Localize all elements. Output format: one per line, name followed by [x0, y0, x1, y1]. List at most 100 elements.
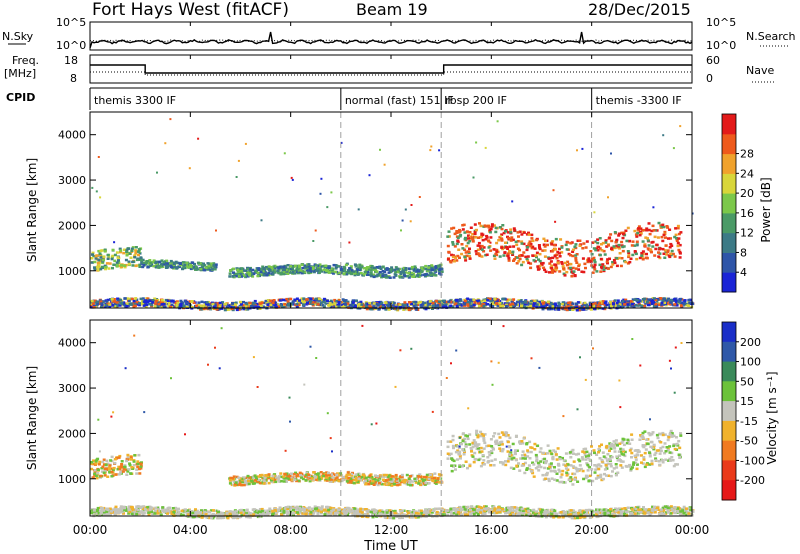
echo-cell [629, 467, 633, 471]
echo-cell [228, 272, 232, 275]
echo-cell [574, 243, 578, 246]
echo-cell [612, 467, 616, 470]
echo-cell [578, 464, 582, 467]
echo-cell [106, 298, 110, 302]
echo-cell [522, 242, 526, 246]
echo-cell [319, 471, 323, 474]
echo-cell [345, 476, 349, 479]
echo-cell [658, 256, 662, 260]
echo-cell [388, 301, 392, 304]
echo-cell [141, 297, 145, 300]
echo-cell [301, 473, 305, 477]
echo-cell [509, 454, 513, 457]
echo-cell [660, 235, 664, 239]
echo-cell [581, 469, 585, 473]
echo-cell [512, 467, 516, 470]
echo-cell [251, 301, 255, 305]
echo-cell [178, 302, 182, 306]
echo-cell [665, 299, 669, 302]
echo-cell [484, 238, 488, 241]
echo-cell [648, 232, 652, 236]
echo-cell [410, 302, 413, 306]
echo-cell [390, 475, 394, 478]
echo-cell [565, 248, 569, 251]
echo-cell [267, 267, 271, 271]
echo-cell [113, 302, 117, 305]
echo-cell [463, 248, 467, 251]
echo-cell [489, 227, 493, 231]
echo-cell [501, 461, 505, 464]
echo-cell [688, 301, 692, 305]
echo-cell [589, 305, 593, 309]
echo-cell [606, 267, 610, 270]
echo-cell [414, 303, 418, 306]
echo-cell [170, 261, 174, 264]
echo-cell [348, 271, 352, 274]
echo-cell [366, 266, 370, 269]
echo-cell [652, 443, 656, 447]
echo-cell [578, 459, 582, 463]
echo-cell [382, 473, 386, 477]
echo-cell [450, 464, 454, 467]
echo-cell [637, 227, 641, 230]
echo-cell [97, 263, 101, 266]
echo-cell [623, 454, 627, 458]
echo-cell [575, 261, 579, 264]
echo-cell [546, 513, 550, 516]
echo-cell [274, 303, 278, 306]
echo-cell [429, 475, 433, 478]
echo-cell [666, 448, 670, 452]
echo-cell [152, 259, 156, 262]
echo-cell [279, 304, 283, 307]
echo-cell [531, 461, 535, 464]
echo-cell [239, 272, 243, 276]
echo-cell [679, 231, 683, 234]
echo-cell [410, 265, 414, 269]
echo-cell [231, 302, 235, 305]
echo-cell [660, 225, 664, 228]
echo-cell [540, 263, 544, 266]
echo-cell [267, 476, 271, 480]
echo-cell [363, 267, 366, 270]
echo-cell [480, 303, 484, 306]
echo-cell [455, 230, 459, 233]
echo-cell [127, 299, 131, 303]
echo-cell [500, 301, 504, 305]
echo-cell [438, 475, 442, 479]
echo-cell [406, 274, 410, 278]
echo-cell [414, 300, 418, 304]
echo-cell [149, 261, 153, 265]
echo-cell [475, 443, 479, 446]
echo-cell [112, 298, 116, 301]
echo-cell [330, 191, 333, 194]
echo-cell [278, 299, 282, 302]
echo-cell [561, 301, 565, 305]
echo-cell [272, 265, 276, 268]
echo-cell [464, 443, 468, 446]
echo-cell [599, 475, 603, 479]
echo-cell [654, 298, 658, 302]
echo-cell [95, 265, 99, 269]
echo-cell [477, 253, 481, 256]
echo-cell [486, 461, 490, 464]
echo-cell [610, 246, 614, 250]
echo-cell [489, 449, 493, 453]
echo-cell [436, 477, 439, 480]
echo-cell [592, 513, 595, 517]
echo-cell [502, 433, 506, 437]
echo-cell [521, 463, 525, 466]
echo-cell [631, 298, 635, 301]
echo-cell [342, 272, 346, 275]
echo-cell [503, 297, 507, 301]
echo-cell [381, 272, 385, 276]
echo-cell [113, 241, 116, 244]
echo-cell [536, 265, 540, 268]
echo-cell [679, 125, 682, 128]
echo-cell [311, 301, 315, 304]
echo-cell [123, 297, 127, 300]
echo-cell [130, 466, 134, 469]
echo-cell [544, 477, 548, 480]
echo-cell [669, 429, 673, 433]
echo-cell [479, 446, 483, 450]
echo-cell [509, 231, 513, 234]
